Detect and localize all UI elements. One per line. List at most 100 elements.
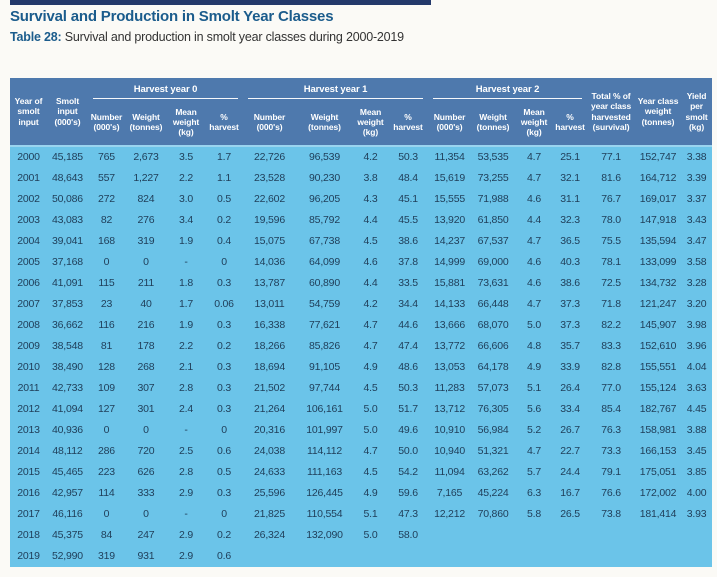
table-cell: 0.3 xyxy=(205,273,244,294)
table-cell: 2,673 xyxy=(125,146,167,168)
table-cell: 3.43 xyxy=(681,210,713,231)
table-cell xyxy=(388,546,429,567)
table-cell: 45.5 xyxy=(388,210,429,231)
table-cell: 4.3 xyxy=(353,189,389,210)
table-cell: 35.7 xyxy=(553,336,588,357)
table-cell: 0.3 xyxy=(205,378,244,399)
cell-year: 2013 xyxy=(10,420,47,441)
table-cell: 47.4 xyxy=(388,336,429,357)
table-cell: 5.8 xyxy=(515,504,554,525)
cell-year: 2016 xyxy=(10,483,47,504)
table-cell: 3.63 xyxy=(681,378,713,399)
table-cell: 10,940 xyxy=(428,441,472,462)
header-hy1-number: Number (000's) xyxy=(243,99,297,146)
table-cell: 18,266 xyxy=(243,336,297,357)
table-cell: 319 xyxy=(88,546,125,567)
table-cell: 4.7 xyxy=(515,231,554,252)
cell-year: 2002 xyxy=(10,189,47,210)
table-cell: 3.93 xyxy=(681,504,713,525)
header-hy0-mean-weight: Mean weight (kg) xyxy=(167,99,205,146)
table-cell: 2.8 xyxy=(167,462,205,483)
table-cell xyxy=(353,546,389,567)
table-cell: 21,502 xyxy=(243,378,297,399)
header-year-class-weight: Year class weight (tonnes) xyxy=(635,78,682,146)
table-cell: 286 xyxy=(88,441,125,462)
table-cell: 85,792 xyxy=(296,210,354,231)
table-cell: 3.5 xyxy=(167,146,205,168)
cell-year: 2007 xyxy=(10,294,47,315)
table-cell: 5.6 xyxy=(515,399,554,420)
table-cell: 59.6 xyxy=(388,483,429,504)
table-cell: 71,988 xyxy=(471,189,516,210)
table-cell: 3.58 xyxy=(681,252,713,273)
table-cell: 135,594 xyxy=(635,231,682,252)
table-cell xyxy=(515,546,554,567)
table-cell: 38.6 xyxy=(388,231,429,252)
table-cell: 25,596 xyxy=(243,483,297,504)
table-cell: 37.8 xyxy=(388,252,429,273)
table-cell: 268 xyxy=(125,357,167,378)
table-cell xyxy=(587,525,636,546)
table-row: 2018 45,375 84 247 2.9 0.2 26,324 132,090 5.0 58.… xyxy=(10,525,713,546)
table-cell: 5.0 xyxy=(353,399,389,420)
table-header: Year of smolt input Smolt input (000's) … xyxy=(10,78,713,146)
table-cell: 68,070 xyxy=(471,315,516,336)
table-cell: 25.1 xyxy=(553,146,588,168)
table-cell: 181,414 xyxy=(635,504,682,525)
table-row: 2016 42,957 114 333 2.9 0.3 25,596 126,445 4.9 59… xyxy=(10,483,713,504)
table-cell xyxy=(471,525,516,546)
table-cell: 4.6 xyxy=(515,252,554,273)
table-cell: 216 xyxy=(125,315,167,336)
table-cell: 13,920 xyxy=(428,210,472,231)
table-cell: 2.4 xyxy=(167,399,205,420)
table-cell: 44.6 xyxy=(388,315,429,336)
table-row: 2014 48,112 286 720 2.5 0.6 24,038 114,112 4.7 50… xyxy=(10,441,713,462)
table-cell: 42,733 xyxy=(47,378,88,399)
table-cell: 3.0 xyxy=(167,189,205,210)
table-cell: 4.4 xyxy=(353,273,389,294)
table-cell: 115 xyxy=(88,273,125,294)
table-cell: 53,535 xyxy=(471,146,516,168)
table-cell: 5.0 xyxy=(515,315,554,336)
table-cell: 76,305 xyxy=(471,399,516,420)
table-cell: 0.5 xyxy=(205,462,244,483)
table-cell xyxy=(635,546,682,567)
table-cell: 43,083 xyxy=(47,210,88,231)
table-cell: 34.4 xyxy=(388,294,429,315)
table-cell: 109 xyxy=(88,378,125,399)
table-cell: 10,910 xyxy=(428,420,472,441)
table-cell: 3.4 xyxy=(167,210,205,231)
table-cell: 77.0 xyxy=(587,378,636,399)
table-cell: 145,907 xyxy=(635,315,682,336)
table-cell: 557 xyxy=(88,168,125,189)
table-cell: 23 xyxy=(88,294,125,315)
table-cell: 45,185 xyxy=(47,146,88,168)
table-cell: 71.8 xyxy=(587,294,636,315)
cell-year: 2012 xyxy=(10,399,47,420)
cell-year: 2017 xyxy=(10,504,47,525)
table-cell: 5.2 xyxy=(515,420,554,441)
table-cell: 37,168 xyxy=(47,252,88,273)
table-cell: 1.9 xyxy=(167,231,205,252)
table-cell: 4.04 xyxy=(681,357,713,378)
table-cell: 0.3 xyxy=(205,357,244,378)
table-cell: 54,759 xyxy=(296,294,354,315)
cell-year: 2008 xyxy=(10,315,47,336)
table-cell: 76.7 xyxy=(587,189,636,210)
table-cell: 0.2 xyxy=(205,210,244,231)
table-cell: 82.2 xyxy=(587,315,636,336)
table-cell: 96,539 xyxy=(296,146,354,168)
table-cell: 26.5 xyxy=(553,504,588,525)
table-cell: 13,053 xyxy=(428,357,472,378)
table-cell: 2.9 xyxy=(167,525,205,546)
table-cell: 4.7 xyxy=(515,168,554,189)
table-cell: 45,465 xyxy=(47,462,88,483)
table-cell: 79.1 xyxy=(587,462,636,483)
table-cell xyxy=(471,546,516,567)
cell-year: 2001 xyxy=(10,168,47,189)
cell-year: 2003 xyxy=(10,210,47,231)
cell-year: 2009 xyxy=(10,336,47,357)
table-cell: 14,036 xyxy=(243,252,297,273)
table-cell: 4.7 xyxy=(353,315,389,336)
table-cell: 5.0 xyxy=(353,525,389,546)
